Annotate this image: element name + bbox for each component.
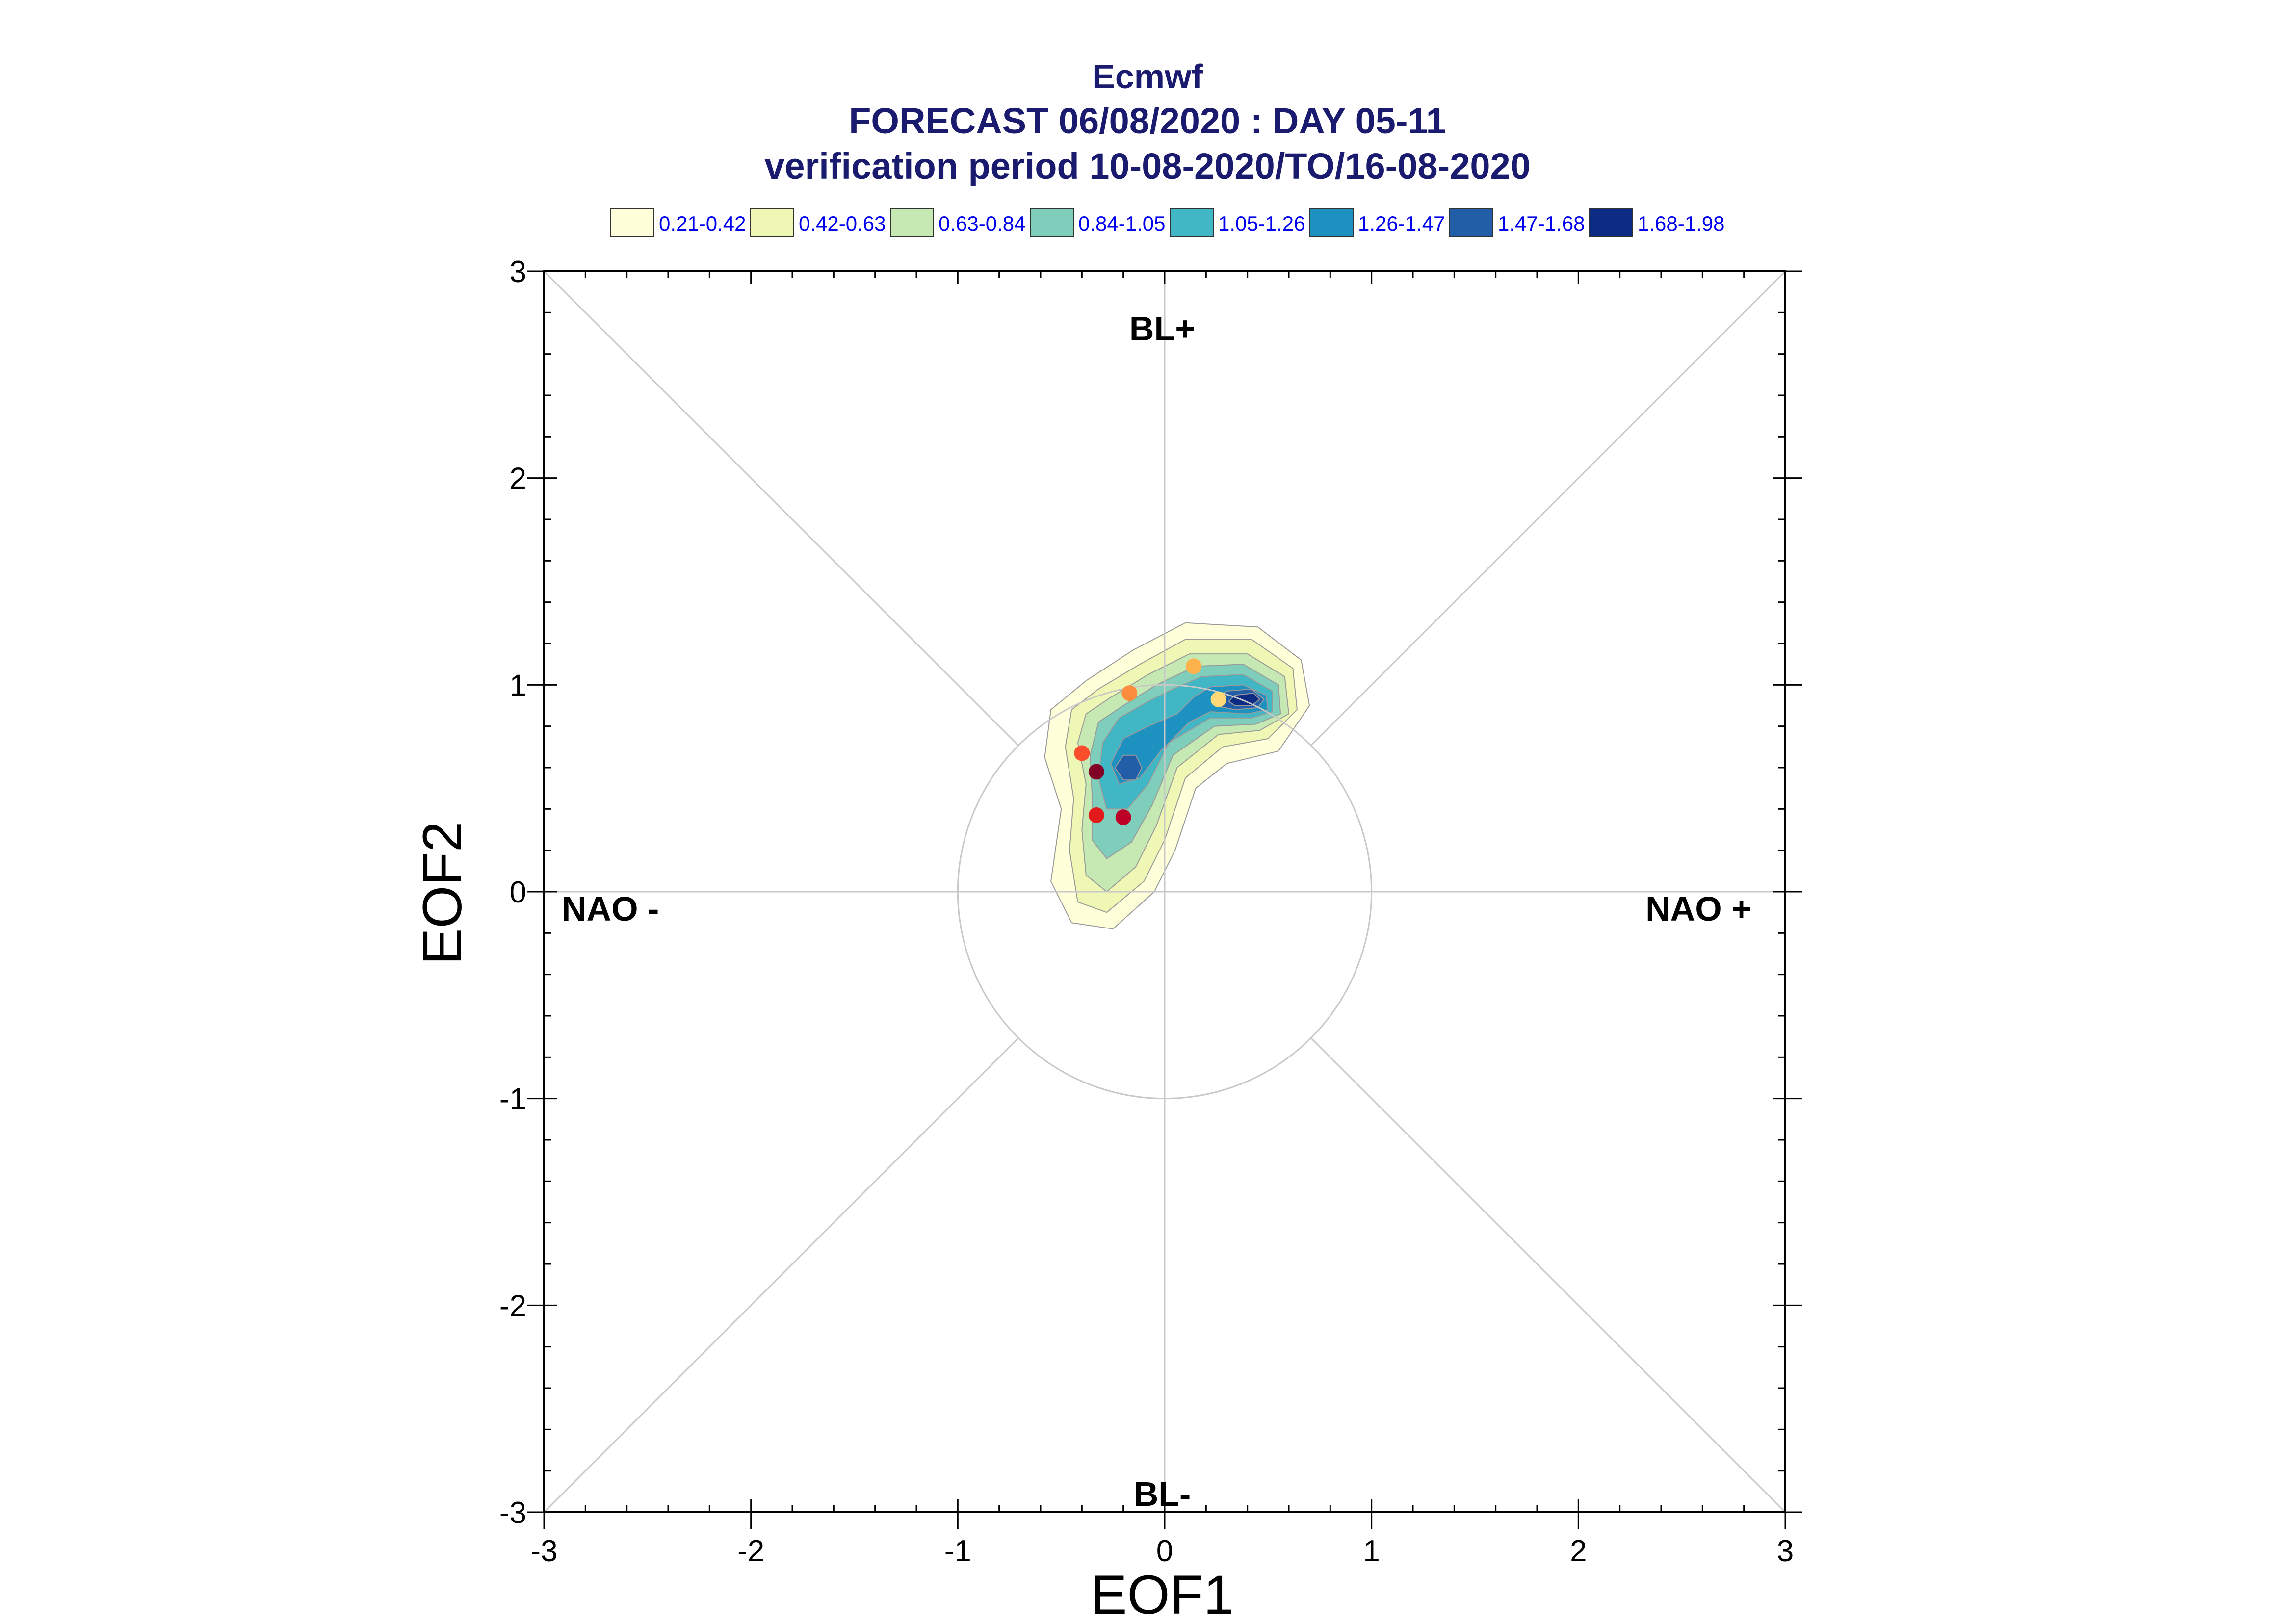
legend-label-2: 0.42-0.63 (799, 212, 886, 235)
forecast-point-3 (1121, 685, 1138, 701)
legend-label-7: 1.47-1.68 (1498, 212, 1585, 235)
forecast-point-6 (1088, 807, 1104, 823)
title-line-1: Ecmwf (1092, 57, 1203, 96)
legend-label-8: 1.68-1.98 (1638, 212, 1724, 235)
density-contour-9 (1228, 693, 1260, 706)
legend-swatch-6 (1309, 208, 1354, 237)
legend-swatch-3 (890, 208, 934, 237)
density-contour-8 (1114, 754, 1143, 781)
legend-swatch-2 (750, 208, 794, 237)
legend-swatch-1 (610, 208, 654, 237)
legend-label-5: 1.05-1.26 (1218, 212, 1305, 235)
forecast-point-4 (1074, 745, 1090, 761)
legend-swatch-7 (1449, 208, 1493, 237)
x-tick-label-1: -3 (530, 1534, 557, 1568)
guide-lines (543, 270, 1786, 1513)
x-tick-label-6: 2 (1570, 1534, 1587, 1568)
x-tick-label-7: 3 (1777, 1534, 1794, 1568)
y-tick-label-7: 3 (510, 255, 526, 289)
unit-circle (957, 684, 1373, 1100)
legend-swatch-8 (1589, 208, 1633, 237)
title-line-2: FORECAST 06/08/2020 : DAY 05-11 (849, 101, 1446, 141)
legend: 0.21-0.42 0.42-0.63 0.63-0.84 0.84-1.05 1.05… (610, 208, 1724, 237)
x-tick-label-4: 0 (1156, 1534, 1173, 1568)
diagonal-line-3 (543, 1037, 1019, 1513)
legend-label-6: 1.26-1.47 (1358, 212, 1445, 235)
y-tick-label-3: -1 (499, 1083, 526, 1116)
diagonal-line-1 (1310, 270, 1786, 746)
y-tick-label-1: -3 (499, 1496, 526, 1530)
legend-label-4: 0.84-1.05 (1078, 212, 1165, 235)
legend-label-1: 0.21-0.42 (659, 212, 746, 235)
title-block: Ecmwf FORECAST 06/08/2020 : DAY 05-11 ve… (764, 57, 1531, 186)
x-tick-label-5: 1 (1363, 1534, 1380, 1568)
forecast-point-7 (1115, 809, 1131, 825)
legend-label-3: 0.63-0.84 (939, 212, 1025, 235)
diagonal-line-2 (543, 270, 1019, 746)
regime-label-nao-plus: NAO + (1645, 890, 1751, 928)
y-tick-label-4: 0 (510, 876, 526, 909)
y-tick-label-5: 1 (510, 669, 526, 702)
forecast-point-5 (1088, 764, 1104, 780)
axis-ticks: -3 -2 -1 0 1 2 3 -3 -2 -1 0 1 2 3 (499, 255, 1802, 1568)
regime-label-bl-plus: BL+ (1129, 309, 1195, 348)
density-contours (1044, 622, 1310, 929)
forecast-point-2 (1186, 658, 1202, 674)
legend-swatch-4 (1030, 208, 1074, 237)
y-axis-title: EOF2 (412, 822, 473, 965)
regime-label-bl-minus: BL- (1134, 1475, 1191, 1513)
plot-area: -3 -2 -1 0 1 2 3 -3 -2 -1 0 1 2 3 (499, 255, 1802, 1568)
legend-swatch-5 (1170, 208, 1214, 237)
x-axis-title: EOF1 (1091, 1564, 1234, 1624)
regime-labels: BL+ BL- NAO - NAO + (562, 309, 1751, 1513)
regime-label-nao-minus: NAO - (562, 890, 659, 928)
forecast-points (1074, 658, 1226, 825)
diagonal-line-4 (1310, 1037, 1786, 1513)
forecast-point-1 (1210, 691, 1226, 707)
x-tick-label-3: -1 (944, 1534, 971, 1568)
y-tick-label-2: -2 (499, 1289, 526, 1323)
x-tick-label-2: -2 (737, 1534, 764, 1568)
title-line-3: verification period 10-08-2020/TO/16-08-… (764, 146, 1531, 186)
density-contour-6 (1110, 684, 1269, 785)
y-tick-label-6: 2 (510, 462, 526, 496)
